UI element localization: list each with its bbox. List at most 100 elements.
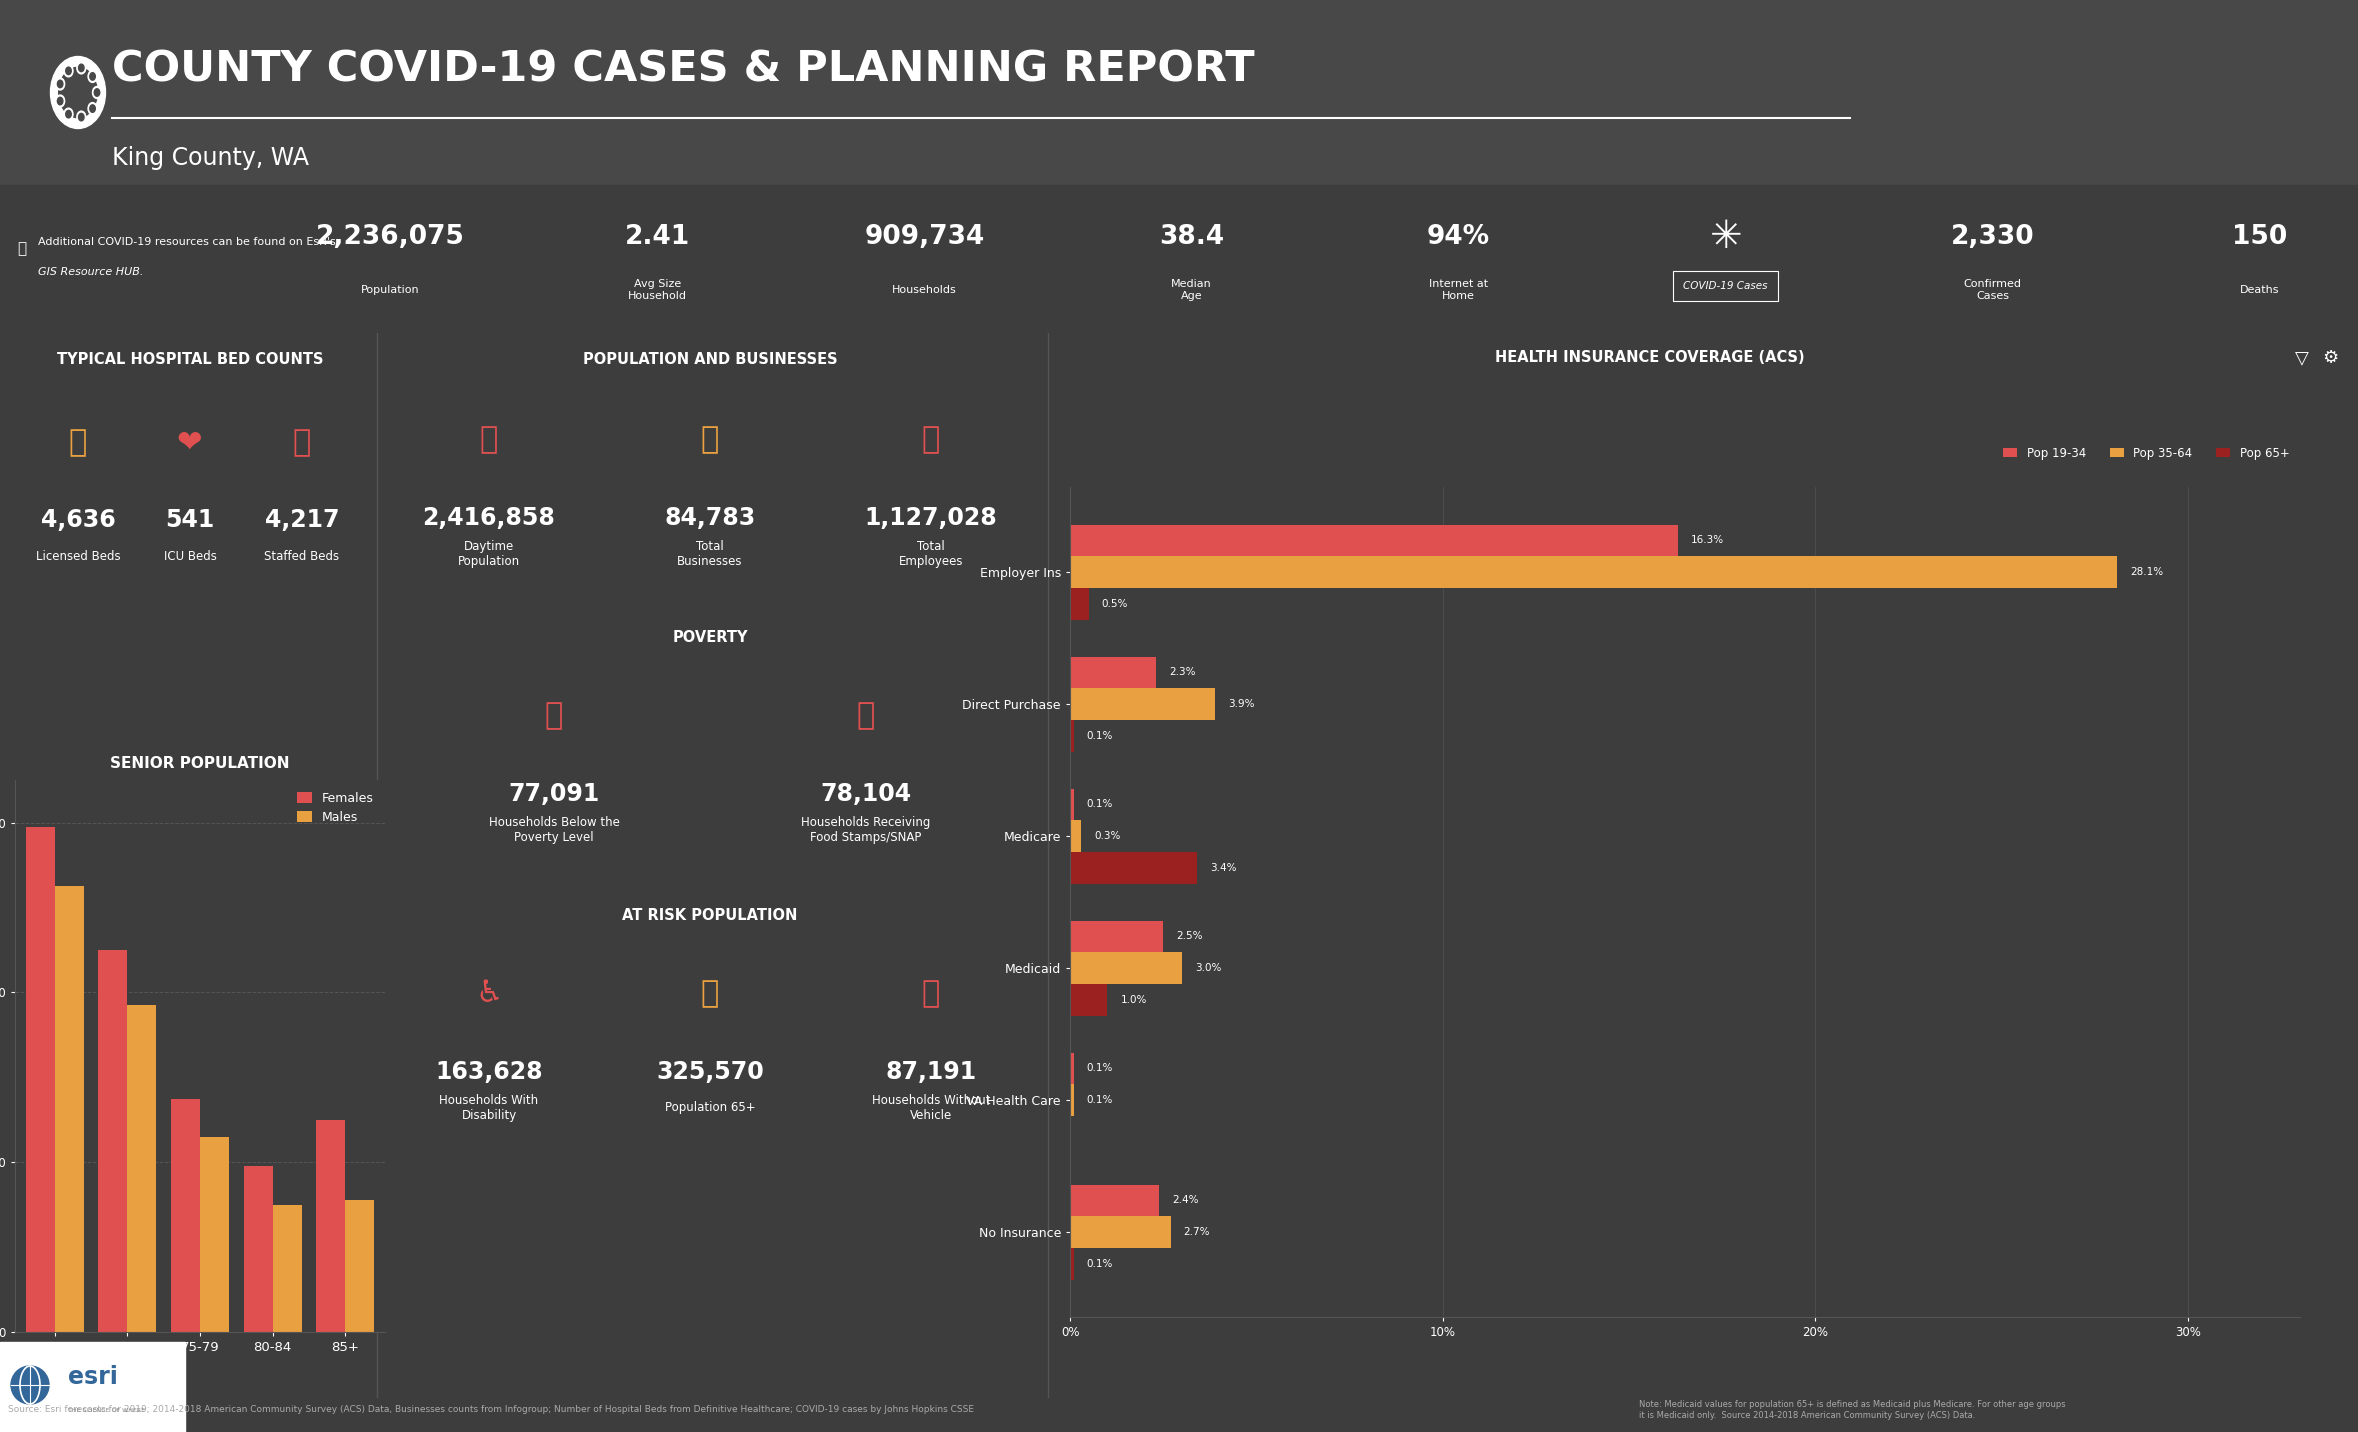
Ellipse shape [12, 1366, 50, 1403]
Text: 👥: 👥 [481, 425, 498, 454]
Text: Total
Businesses: Total Businesses [677, 540, 743, 569]
Text: 325,570: 325,570 [656, 1060, 764, 1084]
Bar [1071, 1184, 1160, 1216]
Text: 2,236,075: 2,236,075 [316, 223, 465, 251]
Text: 4,217: 4,217 [264, 508, 340, 533]
Ellipse shape [78, 113, 85, 120]
Text: Internet at
Home: Internet at Home [1429, 279, 1488, 301]
Text: 163,628: 163,628 [436, 1060, 542, 1084]
Bar [1071, 852, 1198, 884]
Text: Avg Size
Household: Avg Size Household [627, 279, 686, 301]
Text: TYPICAL HOSPITAL BED COUNTS: TYPICAL HOSPITAL BED COUNTS [57, 352, 323, 368]
Text: GIS Resource HUB.: GIS Resource HUB. [38, 266, 144, 276]
Ellipse shape [64, 109, 73, 120]
Text: 🏭: 🏭 [700, 425, 719, 454]
Text: 🛏️: 🛏️ [68, 428, 87, 457]
Bar [344, 1200, 375, 1332]
Ellipse shape [50, 56, 106, 129]
Text: 🩺: 🩺 [292, 428, 311, 457]
Text: THE SCIENCE OF WHERE: THE SCIENCE OF WHERE [68, 1408, 144, 1412]
Text: 1.0%: 1.0% [1120, 995, 1146, 1005]
Bar [26, 828, 54, 1332]
Text: 0.1%: 0.1% [1087, 1064, 1113, 1074]
Text: HEALTH INSURANCE COVERAGE (ACS): HEALTH INSURANCE COVERAGE (ACS) [1495, 351, 1804, 365]
Text: Additional COVID-19 resources can be found on Esri's: Additional COVID-19 resources can be fou… [38, 238, 335, 246]
Text: Total
Employees: Total Employees [898, 540, 964, 569]
Text: COUNTY COVID-19 CASES & PLANNING REPORT: COUNTY COVID-19 CASES & PLANNING REPORT [111, 49, 1254, 92]
Text: Households Below the
Poverty Level: Households Below the Poverty Level [488, 816, 620, 843]
Text: POPULATION AND BUSINESSES: POPULATION AND BUSINESSES [582, 352, 837, 368]
Text: 2.41: 2.41 [625, 223, 691, 251]
Text: ICU Beds: ICU Beds [163, 550, 217, 563]
Text: Households Receiving
Food Stamps/SNAP: Households Receiving Food Stamps/SNAP [802, 816, 931, 843]
Bar [1071, 789, 1073, 821]
Text: 3.4%: 3.4% [1210, 863, 1236, 874]
Text: ▽: ▽ [2294, 349, 2308, 367]
Bar [1071, 720, 1073, 752]
Ellipse shape [64, 64, 73, 77]
Bar [127, 1005, 156, 1332]
Text: 2,330: 2,330 [1950, 223, 2035, 251]
Text: 909,734: 909,734 [863, 223, 983, 251]
Ellipse shape [78, 112, 85, 123]
Ellipse shape [90, 105, 94, 112]
Ellipse shape [94, 89, 99, 96]
Text: 3.9%: 3.9% [1229, 699, 1254, 709]
Bar [1071, 1053, 1073, 1084]
Bar [1071, 952, 1181, 984]
Text: Staffed Beds: Staffed Beds [264, 550, 340, 563]
Ellipse shape [87, 70, 97, 83]
Text: 0.3%: 0.3% [1094, 831, 1120, 841]
Text: 0.1%: 0.1% [1087, 1095, 1113, 1106]
Text: 94%: 94% [1427, 223, 1490, 251]
Text: Note: Medicaid values for population 65+ is defined as Medicaid plus Medicare. F: Note: Medicaid values for population 65+… [1639, 1400, 2066, 1419]
Text: King County, WA: King County, WA [111, 146, 309, 170]
Text: 150: 150 [2233, 223, 2287, 251]
Text: Population: Population [361, 285, 420, 295]
Text: Median
Age: Median Age [1172, 279, 1212, 301]
Text: 0.1%: 0.1% [1087, 799, 1113, 809]
Text: 2.4%: 2.4% [1172, 1196, 1198, 1206]
Text: 87,191: 87,191 [887, 1060, 976, 1084]
Text: 2,416,858: 2,416,858 [422, 505, 556, 530]
Bar [1071, 821, 1082, 852]
Bar [1071, 1216, 1170, 1249]
Text: 78,104: 78,104 [821, 782, 913, 806]
Bar [1071, 556, 2117, 589]
Text: Deaths: Deaths [2240, 285, 2280, 295]
Ellipse shape [66, 67, 71, 74]
Ellipse shape [57, 80, 64, 87]
Text: Source: Esri forecasts for 2019; 2014-2018 American Community Survey (ACS) Data,: Source: Esri forecasts for 2019; 2014-20… [7, 1405, 974, 1415]
Bar [274, 1204, 302, 1332]
Text: Households: Households [891, 285, 957, 295]
Text: Licensed Beds: Licensed Beds [35, 550, 120, 563]
Text: Households Without
Vehicle: Households Without Vehicle [872, 1094, 990, 1123]
Bar [316, 1120, 344, 1332]
Text: 16.3%: 16.3% [1691, 536, 1724, 546]
Text: 2.5%: 2.5% [1177, 931, 1203, 941]
Text: ⚙: ⚙ [2323, 349, 2339, 367]
Text: 💼: 💼 [922, 425, 941, 454]
Text: ❤️: ❤️ [177, 428, 203, 457]
Bar [1071, 657, 1155, 689]
Ellipse shape [92, 86, 101, 99]
Text: 🧑: 🧑 [700, 979, 719, 1008]
Ellipse shape [78, 64, 85, 72]
Bar [1071, 984, 1108, 1015]
Text: 💳: 💳 [856, 702, 875, 730]
Text: 28.1%: 28.1% [2129, 567, 2165, 577]
Bar [200, 1137, 229, 1332]
Text: 2.7%: 2.7% [1184, 1227, 1210, 1237]
Ellipse shape [87, 103, 97, 115]
Bar [1071, 589, 1089, 620]
Text: POVERTY: POVERTY [672, 630, 747, 646]
Text: COVID-19 Cases: COVID-19 Cases [1684, 281, 1768, 291]
Legend: Females, Males: Females, Males [292, 786, 380, 829]
Bar [99, 949, 127, 1332]
Text: AT RISK POPULATION: AT RISK POPULATION [623, 908, 797, 924]
Text: esri: esri [68, 1365, 118, 1389]
Text: 84,783: 84,783 [665, 505, 755, 530]
Ellipse shape [57, 95, 64, 107]
Ellipse shape [57, 77, 64, 90]
Legend: Pop 19-34, Pop 35-64, Pop 65+: Pop 19-34, Pop 35-64, Pop 65+ [2000, 442, 2294, 464]
